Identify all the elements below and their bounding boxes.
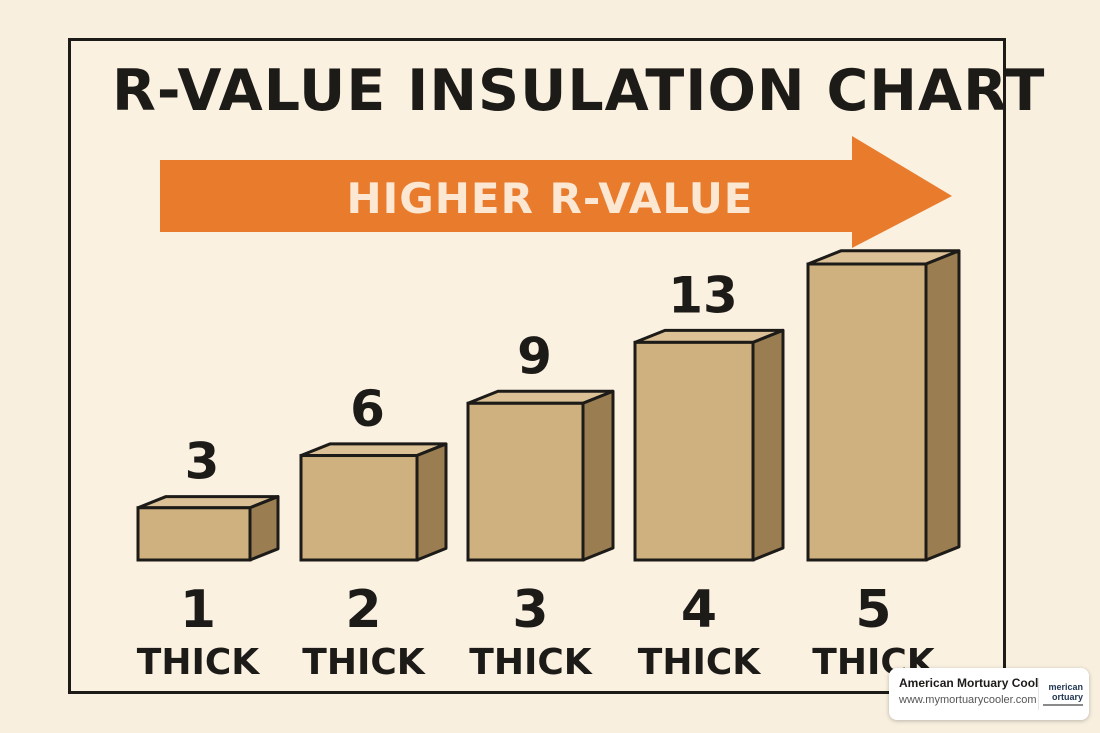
value-label-2: 6	[350, 380, 385, 438]
bar-box-front-5	[806, 262, 928, 562]
bar-box-front-3	[466, 401, 585, 562]
bar-box-2	[299, 442, 448, 562]
bar-box-side-3	[581, 389, 615, 562]
category-label-3: 3	[512, 580, 548, 640]
category-label-1: 1	[180, 580, 216, 640]
arrow-label: HIGHER R-VALUE	[347, 174, 754, 223]
bar-box-side-4	[751, 328, 785, 562]
company-logo-icon: merican ortuary	[1038, 678, 1083, 710]
category-label-5: 5	[855, 580, 891, 640]
logo-text-line2: ortuary	[1051, 692, 1083, 702]
higher-r-value-arrow	[160, 136, 952, 248]
bar-box-3	[466, 389, 615, 562]
bar-box-1	[136, 495, 280, 562]
bar-box-5	[806, 249, 961, 562]
thick-label-4: THICK	[638, 642, 762, 683]
bar-box-front-2	[299, 454, 419, 562]
thick-label-1: THICK	[137, 642, 261, 683]
watermark-badge: American Mortuary Coolers www.mymortuary…	[889, 668, 1089, 720]
thick-label-2: THICK	[302, 642, 426, 683]
watermark-name: American Mortuary Coolers	[899, 676, 1057, 690]
thick-label-3: THICK	[469, 642, 593, 683]
value-label-4: 13	[668, 266, 738, 324]
value-label-1: 3	[185, 433, 220, 491]
logo-text-line1: merican	[1048, 682, 1083, 692]
bar-box-front-4	[633, 340, 755, 562]
bar-box-4	[633, 328, 785, 562]
bar-box-side-5	[924, 249, 961, 562]
bar-box-side-1	[248, 495, 280, 562]
bar-box-front-1	[136, 506, 252, 562]
value-label-3: 9	[517, 327, 552, 385]
chart-title: R-VALUE INSULATION CHART	[112, 58, 1046, 124]
bar-box-side-2	[415, 442, 448, 562]
watermark-url: www.mymortuarycooler.com	[899, 694, 1037, 706]
category-label-4: 4	[681, 580, 717, 640]
category-label-2: 2	[345, 580, 381, 640]
